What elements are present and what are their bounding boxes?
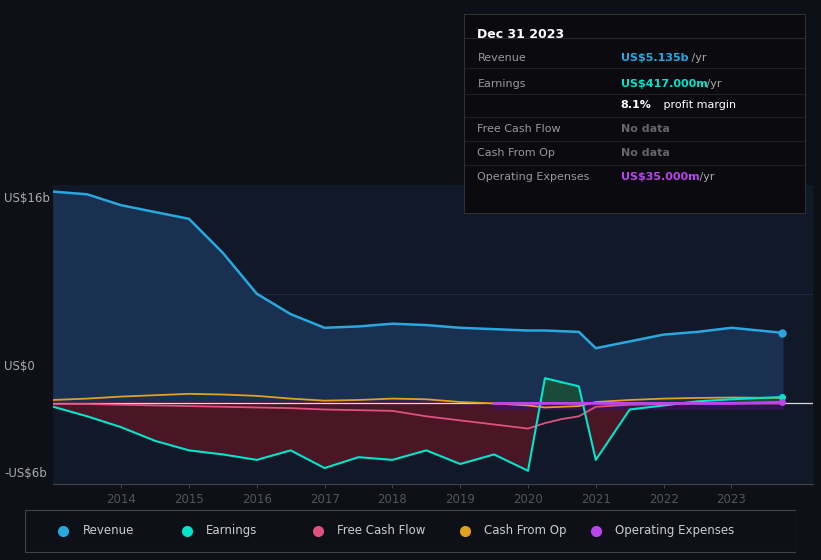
Text: Cash From Op: Cash From Op: [484, 524, 566, 537]
Text: /yr: /yr: [688, 53, 707, 63]
Text: No data: No data: [621, 148, 669, 158]
Text: US$0: US$0: [4, 360, 34, 374]
Text: Earnings: Earnings: [206, 524, 257, 537]
Text: Cash From Op: Cash From Op: [478, 148, 555, 158]
Text: Revenue: Revenue: [478, 53, 526, 63]
Text: Operating Expenses: Operating Expenses: [615, 524, 734, 537]
Text: Free Cash Flow: Free Cash Flow: [337, 524, 425, 537]
Text: /yr: /yr: [703, 78, 722, 88]
Text: Dec 31 2023: Dec 31 2023: [478, 28, 565, 41]
Text: US$417.000m: US$417.000m: [621, 78, 708, 88]
Text: US$16b: US$16b: [4, 192, 50, 206]
Text: US$5.135b: US$5.135b: [621, 53, 688, 63]
Text: 8.1%: 8.1%: [621, 100, 652, 110]
Text: US$35.000m: US$35.000m: [621, 172, 699, 182]
Text: Earnings: Earnings: [478, 78, 526, 88]
Text: /yr: /yr: [695, 172, 714, 182]
Text: Free Cash Flow: Free Cash Flow: [478, 124, 561, 134]
Text: No data: No data: [621, 124, 669, 134]
Text: -US$6b: -US$6b: [4, 466, 47, 480]
Text: Operating Expenses: Operating Expenses: [478, 172, 589, 182]
Text: Revenue: Revenue: [83, 524, 134, 537]
Text: profit margin: profit margin: [660, 100, 736, 110]
